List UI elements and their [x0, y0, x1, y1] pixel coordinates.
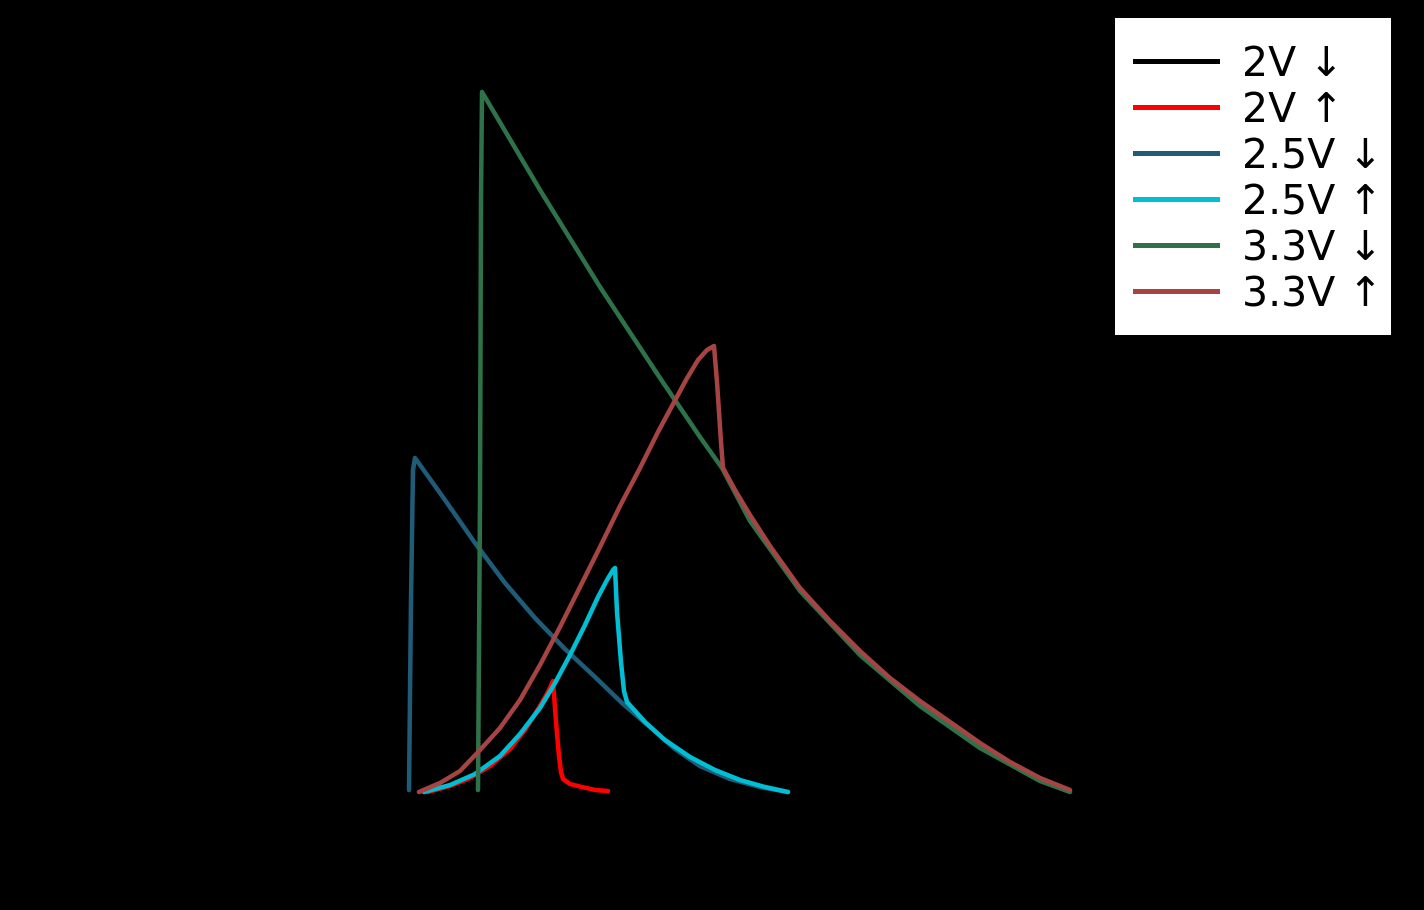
series-line-3-3v-down: [475, 89, 1073, 795]
legend-swatch-2-5v-down: [1133, 151, 1220, 156]
legend: 2V ↓ 2V ↑ 2.5V ↓ 2.5V ↑ 3.3V ↓ 3.3V ↑: [1112, 15, 1394, 338]
series-line-2-5v-down: [406, 455, 791, 795]
legend-swatch-3-3v-up: [1133, 289, 1220, 294]
legend-swatch-2v-down: [1133, 59, 1220, 64]
legend-label-2-5v-up: 2.5V ↑: [1242, 175, 1383, 224]
legend-item-2v-down: 2V ↓: [1133, 39, 1391, 85]
series-line-3-3v-up: [416, 343, 1073, 795]
legend-item-2-5v-up: 2.5V ↑: [1133, 177, 1391, 223]
legend-label-2-5v-down: 2.5V ↓: [1242, 129, 1383, 178]
legend-label-3-3v-up: 3.3V ↑: [1242, 267, 1383, 316]
legend-item-3-3v-down: 3.3V ↓: [1133, 223, 1391, 269]
series-line-2-5v-up: [421, 565, 791, 795]
legend-label-2v-down: 2V ↓: [1242, 37, 1344, 86]
legend-swatch-2v-up: [1133, 105, 1220, 110]
legend-swatch-2-5v-up: [1133, 197, 1220, 202]
legend-label-2v-up: 2V ↑: [1242, 83, 1344, 132]
legend-item-3-3v-up: 3.3V ↑: [1133, 269, 1391, 315]
legend-swatch-3-3v-down: [1133, 243, 1220, 248]
legend-item-2v-up: 2V ↑: [1133, 85, 1391, 131]
series-line-2v-down: [401, 683, 611, 794]
legend-item-2-5v-down: 2.5V ↓: [1133, 131, 1391, 177]
legend-label-3-3v-down: 3.3V ↓: [1242, 221, 1383, 270]
